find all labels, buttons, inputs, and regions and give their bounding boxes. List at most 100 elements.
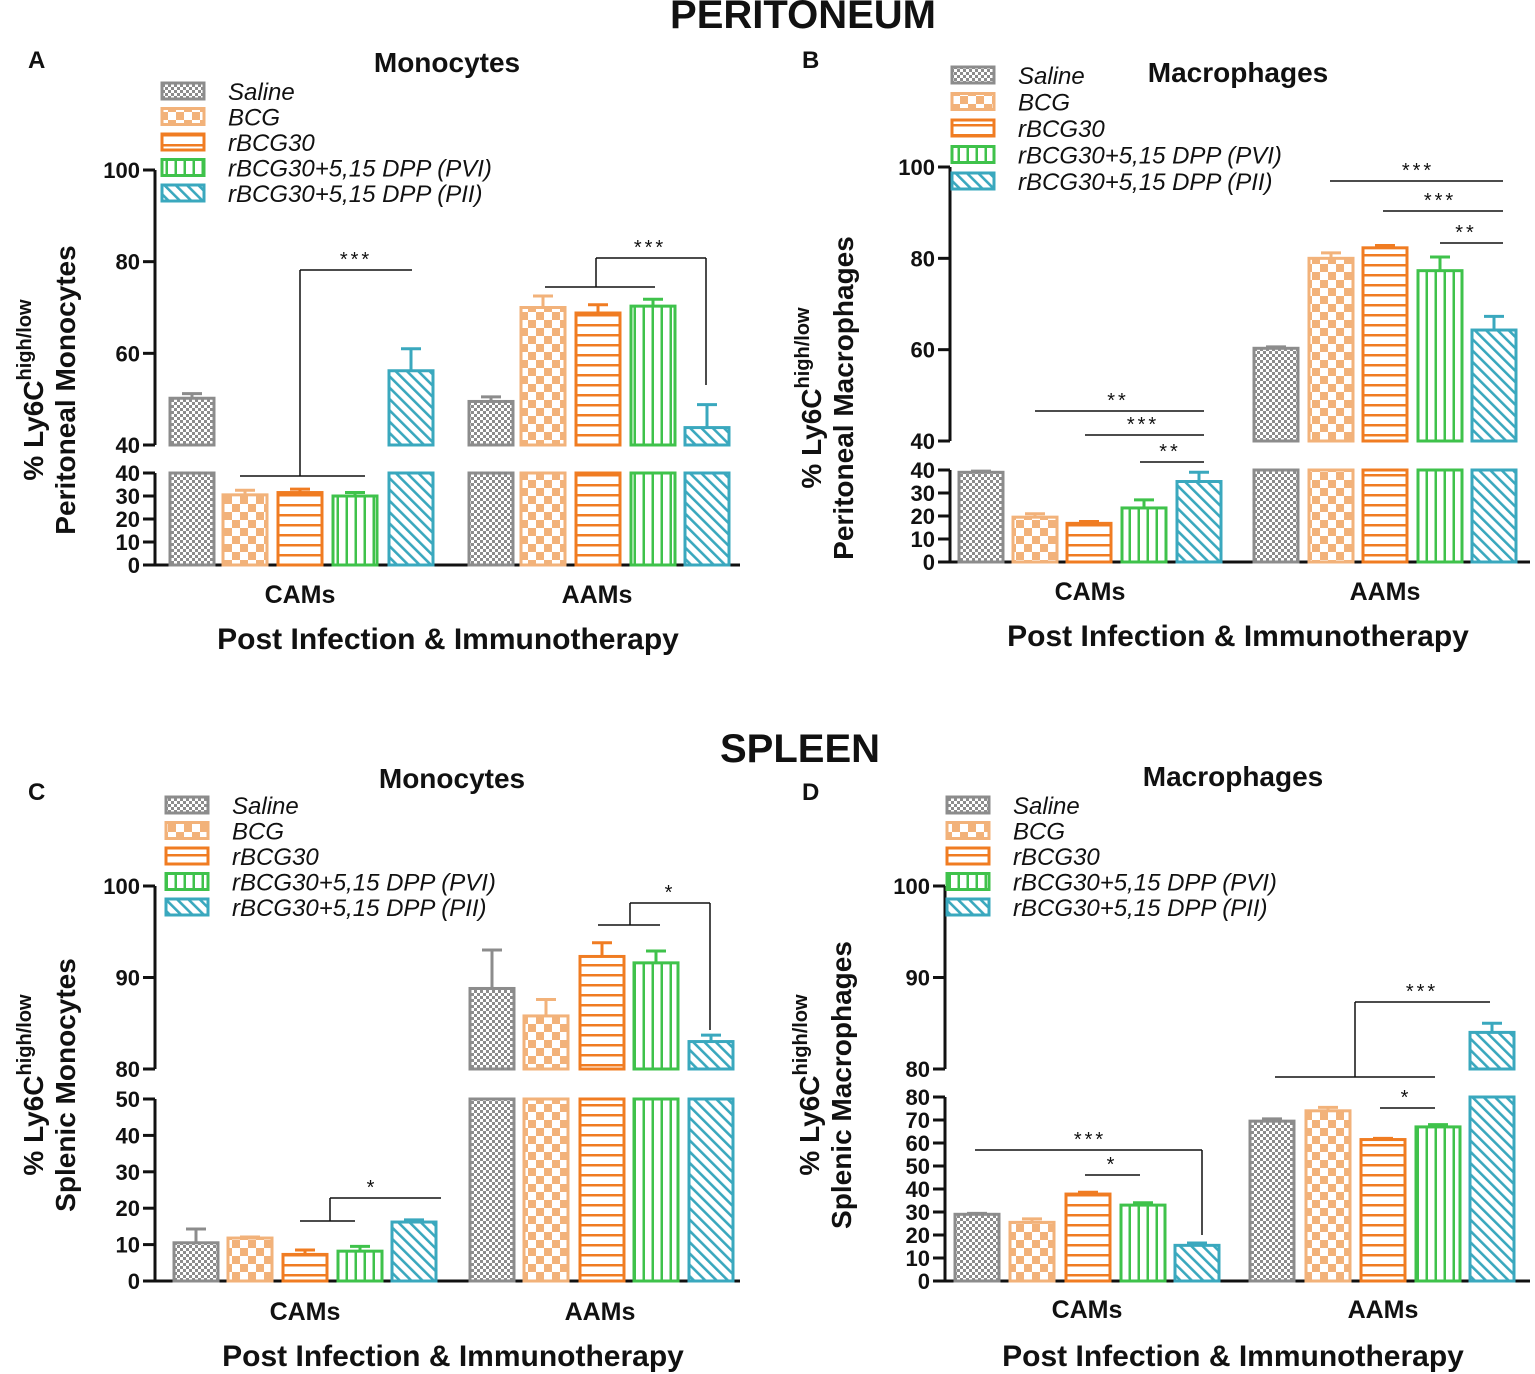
category-label: CAMs bbox=[270, 1298, 341, 1326]
bar-rbcg30-aams-upper bbox=[574, 311, 622, 447]
bar-pvi-aams-lower bbox=[629, 471, 677, 567]
bar-rbcg30-aams-lower bbox=[574, 471, 622, 567]
bar-pii-cams-lower bbox=[387, 471, 435, 567]
category-label: AAMs bbox=[565, 1298, 636, 1326]
legend-swatch-saline bbox=[945, 795, 991, 815]
legend-swatch-pii bbox=[950, 171, 996, 191]
y-axis-label: % Ly6Chigh/low Splenic Monocytes bbox=[14, 958, 81, 1212]
panel-b: B Macrophages % Ly6Chigh/low Peritoneal … bbox=[792, 47, 1530, 653]
svg-text:% Ly6Chigh/low: % Ly6Chigh/low bbox=[14, 299, 49, 481]
bar-bcg-aams-lower bbox=[522, 1097, 570, 1283]
y-axis-label-superscript: high/low bbox=[790, 994, 812, 1076]
legend-label-rbcg30: rBCG30 bbox=[1018, 116, 1105, 143]
y-axis-label-sub: Peritoneal Monocytes bbox=[50, 245, 81, 534]
y-axis-label-superscript: high/low bbox=[14, 994, 36, 1076]
y-tick-label: 60 bbox=[116, 341, 140, 366]
x-axis-label: Post Infection & Immunotherapy bbox=[1002, 1340, 1464, 1373]
bar-saline-aams-upper bbox=[467, 399, 515, 447]
y-tick-label: 40 bbox=[911, 458, 935, 483]
bar-pvi-cams bbox=[336, 1249, 384, 1283]
y-tick-label: 40 bbox=[911, 429, 935, 454]
y-axis-label-main: % Ly6C bbox=[796, 388, 827, 488]
bar-pvi-aams-lower bbox=[632, 1097, 680, 1283]
legend-label-saline: Saline bbox=[228, 79, 295, 106]
legend-swatch-rbcg30 bbox=[160, 132, 206, 152]
significance-label: *** bbox=[340, 249, 372, 271]
significance-label: *** bbox=[1074, 1129, 1106, 1151]
bar-bcg-aams-upper bbox=[522, 1014, 570, 1071]
y-tick-label: 60 bbox=[911, 338, 935, 363]
y-tick-label: 30 bbox=[116, 1160, 140, 1185]
legend-swatch-saline bbox=[950, 65, 996, 85]
section-title-spleen: SPLEEN bbox=[720, 727, 880, 771]
bar-bcg-cams bbox=[1011, 515, 1059, 564]
bar-bcg-aams-upper bbox=[1307, 256, 1355, 443]
significance-label: *** bbox=[1402, 160, 1434, 182]
legend-swatch-pvi bbox=[164, 872, 210, 891]
legend-swatch-rbcg30 bbox=[950, 118, 996, 138]
legend-label-pii: rBCG30+5,15 DPP (PII) bbox=[232, 895, 487, 922]
significance-label: *** bbox=[634, 237, 666, 259]
bar-pii-aams-lower bbox=[687, 1097, 735, 1283]
significance-label: *** bbox=[1406, 981, 1438, 1003]
category-label: CAMs bbox=[265, 581, 336, 609]
svg-text:% Ly6Chigh/low: % Ly6Chigh/low bbox=[14, 994, 49, 1176]
y-tick-label: 40 bbox=[116, 1123, 140, 1148]
legend-label-rbcg30: rBCG30 bbox=[228, 130, 315, 157]
legend-swatch-bcg bbox=[160, 107, 206, 126]
y-axis-label-superscript: high/low bbox=[14, 299, 36, 381]
y-tick-label: 10 bbox=[116, 530, 140, 555]
y-tick-label: 0 bbox=[128, 553, 140, 578]
chart-title: Monocytes bbox=[379, 763, 525, 794]
y-tick-label: 20 bbox=[116, 1196, 140, 1221]
legend-label-pvi: rBCG30+5,15 DPP (PVI) bbox=[1013, 870, 1277, 897]
y-tick-label: 50 bbox=[906, 1154, 930, 1179]
legend-swatch-pvi bbox=[950, 145, 996, 164]
y-axis-label-sub: Splenic Macrophages bbox=[826, 941, 857, 1229]
significance-label: * bbox=[1401, 1087, 1412, 1109]
panel-letter: A bbox=[28, 47, 45, 74]
significance-label: ** bbox=[1107, 390, 1129, 412]
significance-label: * bbox=[1107, 1154, 1118, 1176]
significance-label: * bbox=[665, 882, 676, 904]
y-tick-label: 80 bbox=[116, 250, 140, 275]
bar-pvi-aams-upper bbox=[1416, 269, 1464, 443]
legend-swatch-pii bbox=[160, 183, 206, 203]
legend-label-bcg: BCG bbox=[228, 105, 280, 132]
chart-title: Macrophages bbox=[1148, 57, 1329, 88]
legend-swatch-pii bbox=[164, 897, 210, 917]
chart-title: Monocytes bbox=[374, 47, 520, 78]
y-tick-label: 10 bbox=[116, 1233, 140, 1258]
bar-rbcg30-cams bbox=[276, 491, 324, 567]
bar-pii-aams-upper bbox=[683, 426, 731, 447]
y-tick-label: 100 bbox=[893, 874, 930, 899]
y-axis-label-main: % Ly6C bbox=[18, 1075, 49, 1175]
panel-letter: B bbox=[802, 47, 819, 74]
legend-label-pii: rBCG30+5,15 DPP (PII) bbox=[1013, 895, 1268, 922]
bar-saline-cams-upper bbox=[168, 396, 216, 447]
y-tick-label: 90 bbox=[116, 966, 140, 991]
bar-rbcg30-aams bbox=[1359, 1138, 1407, 1283]
x-axis-label: Post Infection & Immunotherapy bbox=[1007, 620, 1469, 653]
panel-letter: D bbox=[802, 779, 819, 806]
significance-label: *** bbox=[1127, 414, 1159, 436]
y-tick-label: 20 bbox=[911, 504, 935, 529]
y-axis-label-main: % Ly6C bbox=[18, 380, 49, 480]
y-tick-label: 60 bbox=[906, 1131, 930, 1156]
section-title-peritoneum: PERITONEUM bbox=[670, 0, 936, 37]
bar-rbcg30-aams-upper bbox=[1361, 246, 1409, 443]
significance-label: *** bbox=[1424, 190, 1456, 212]
legend-label-pvi: rBCG30+5,15 DPP (PVI) bbox=[1018, 143, 1282, 170]
legend-swatch-pvi bbox=[945, 872, 991, 891]
y-tick-label: 30 bbox=[911, 481, 935, 506]
y-tick-label: 40 bbox=[116, 433, 140, 458]
legend-label-rbcg30: rBCG30 bbox=[1013, 844, 1100, 871]
bar-saline-cams bbox=[172, 1241, 220, 1283]
bar-saline-aams-upper bbox=[1252, 346, 1300, 443]
bar-rbcg30-cams bbox=[1064, 1192, 1112, 1283]
bar-saline-aams-upper bbox=[468, 986, 516, 1071]
category-label: AAMs bbox=[562, 581, 633, 609]
bar-saline-aams-lower bbox=[467, 471, 515, 567]
legend-swatch-rbcg30 bbox=[164, 846, 210, 866]
bar-bcg-cams bbox=[226, 1236, 274, 1283]
